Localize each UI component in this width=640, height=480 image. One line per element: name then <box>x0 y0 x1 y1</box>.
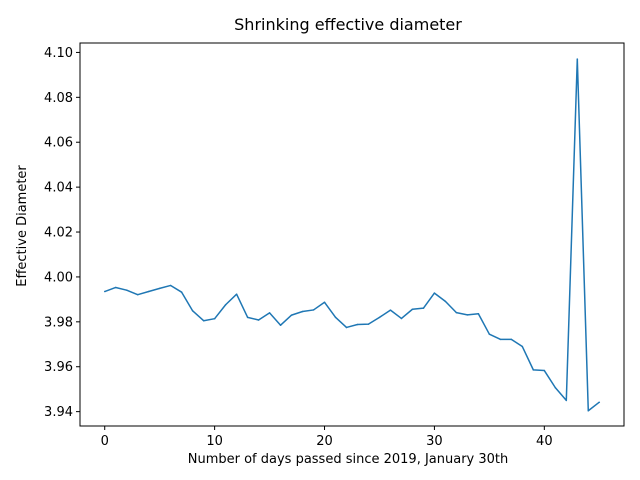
data-point <box>433 292 436 294</box>
data-point <box>268 312 271 314</box>
y-tick-label: 4.08 <box>44 91 73 106</box>
data-point <box>202 319 205 322</box>
axes-frame <box>79 42 625 427</box>
data-point <box>587 409 590 412</box>
chart-title: Shrinking effective diameter <box>234 15 462 34</box>
data-point <box>466 314 469 316</box>
data-point <box>378 316 381 319</box>
y-tick-label: 4.00 <box>44 270 73 285</box>
data-point <box>411 308 414 311</box>
data-point <box>312 309 315 311</box>
data-point <box>345 326 348 329</box>
data-point <box>158 287 161 290</box>
x-tick-label: 40 <box>536 434 553 449</box>
data-point <box>279 324 282 326</box>
data-point <box>521 345 524 348</box>
y-axis: 3.94 3.96 3.98 4.00 4.02 4.04 4.06 4.08 4.10 <box>44 46 80 420</box>
data-point <box>510 338 513 341</box>
data-point <box>422 307 425 309</box>
data-point <box>114 286 117 289</box>
x-tick-label: 20 <box>316 434 333 449</box>
y-tick-label: 3.94 <box>44 405 73 420</box>
data-point <box>554 386 557 389</box>
y-axis-label: Effective Diameter <box>15 165 30 287</box>
data-point <box>191 310 194 312</box>
y-tick-label: 3.98 <box>44 315 73 330</box>
data-point <box>103 290 106 293</box>
data-point <box>576 58 579 60</box>
data-point <box>543 369 546 372</box>
plot-area <box>103 58 601 412</box>
data-point <box>389 309 392 311</box>
y-tick-label: 4.10 <box>44 46 73 61</box>
data-point <box>213 317 216 320</box>
data-point <box>565 399 568 402</box>
data-point <box>257 319 260 321</box>
data-point <box>169 284 172 287</box>
data-point <box>444 300 447 303</box>
data-point <box>125 289 128 291</box>
data-point <box>356 323 359 326</box>
x-axis-label: Number of days passed since 2019, Januar… <box>188 452 509 467</box>
x-tick-label: 0 <box>101 434 109 449</box>
data-point <box>488 333 491 335</box>
data-point <box>598 401 601 403</box>
data-point <box>455 311 458 314</box>
data-point <box>180 291 183 293</box>
x-axis: 0 10 20 30 40 <box>101 426 553 449</box>
data-point <box>334 316 337 319</box>
y-tick-label: 4.02 <box>44 226 73 241</box>
data-point <box>290 314 293 316</box>
x-tick-label: 30 <box>426 434 443 449</box>
y-tick-label: 4.06 <box>44 136 73 151</box>
data-point <box>224 304 227 306</box>
y-tick-label: 3.96 <box>44 360 73 375</box>
data-point <box>147 290 150 293</box>
data-point <box>235 293 238 295</box>
data-point <box>532 369 535 371</box>
data-point <box>477 313 480 315</box>
data-point <box>400 317 403 320</box>
data-point <box>301 310 304 313</box>
data-point <box>367 323 370 325</box>
y-tick-label: 4.04 <box>44 181 73 196</box>
x-tick-label: 10 <box>206 434 223 449</box>
series-line <box>104 58 600 412</box>
data-point <box>136 293 139 296</box>
data-point <box>246 316 249 319</box>
data-point <box>323 301 326 304</box>
data-point <box>499 338 502 341</box>
